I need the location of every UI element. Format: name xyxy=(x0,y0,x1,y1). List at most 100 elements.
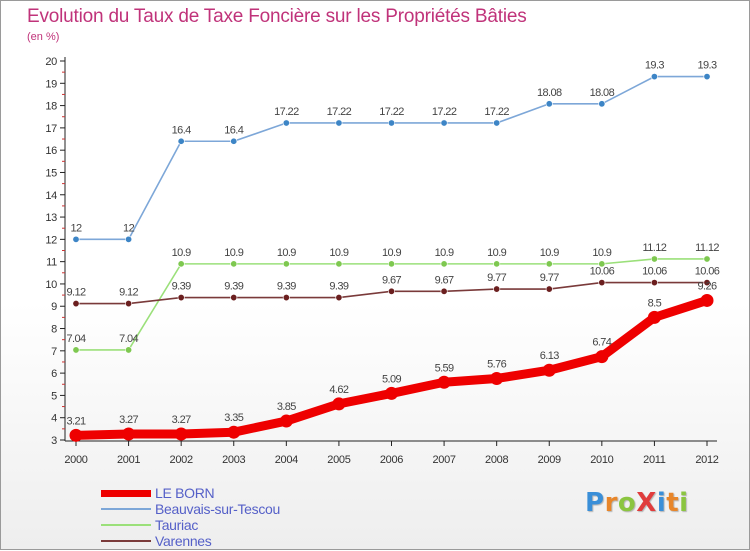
series-point xyxy=(387,119,395,127)
series-point xyxy=(125,235,133,243)
data-label: 10.9 xyxy=(487,247,506,259)
data-label: 10.9 xyxy=(435,247,454,259)
y-tick-label: 17 xyxy=(45,123,57,135)
x-tick-label: 2007 xyxy=(432,454,455,466)
logo-letter: X xyxy=(636,488,657,518)
series-point xyxy=(703,279,711,287)
series-point xyxy=(230,137,238,145)
series-point xyxy=(598,100,606,108)
logo-letter: o xyxy=(617,488,637,518)
x-tick-label: 2003 xyxy=(222,454,245,466)
series-point xyxy=(387,260,395,268)
data-label: 17.22 xyxy=(432,106,457,118)
data-label: 10.06 xyxy=(695,266,720,278)
data-label: 19.3 xyxy=(697,60,716,72)
x-tick-label: 2008 xyxy=(485,454,508,466)
x-tick-label: 2012 xyxy=(695,454,718,466)
data-label: 17.22 xyxy=(379,106,404,118)
legend-swatch xyxy=(101,508,151,510)
series-point xyxy=(335,119,343,127)
data-label: 11.12 xyxy=(695,242,719,254)
series-point xyxy=(647,310,661,324)
series-point xyxy=(72,346,80,354)
series-point xyxy=(72,300,80,308)
y-tick-label: 8 xyxy=(51,324,57,336)
series-point xyxy=(545,100,553,108)
data-label: 7.04 xyxy=(119,333,138,345)
data-label: 18.08 xyxy=(590,87,615,99)
data-label: 5.76 xyxy=(487,358,506,370)
chart-title: Evolution du Taux de Taxe Foncière sur l… xyxy=(27,6,527,27)
x-tick-label: 2011 xyxy=(643,454,666,466)
data-label: 9.12 xyxy=(66,287,85,299)
data-label: 12 xyxy=(70,222,82,234)
series-point xyxy=(174,427,188,441)
y-tick-label: 11 xyxy=(46,257,57,269)
proxiti-logo: ProXiti xyxy=(585,488,689,518)
data-label: 12 xyxy=(123,222,135,234)
legend-swatch xyxy=(101,489,151,497)
series-point xyxy=(177,260,185,268)
series-point xyxy=(335,294,343,302)
data-label: 10.9 xyxy=(382,247,401,259)
series-point xyxy=(490,371,504,385)
data-label: 3.27 xyxy=(119,414,138,426)
axes: 3 4 5 6 7 8 9 10 11 12 13 14 15 16 17 18 19 20 2000 2001 200… xyxy=(45,56,719,466)
series-point xyxy=(440,287,448,295)
y-tick-label: 19 xyxy=(45,78,57,90)
y-tick-label: 14 xyxy=(45,190,57,202)
series-point xyxy=(493,285,501,293)
legend-label: Tauriac xyxy=(155,517,199,533)
series-point xyxy=(700,293,714,307)
data-label: 18.08 xyxy=(537,87,562,99)
legend-swatch xyxy=(101,540,151,542)
series-point xyxy=(650,73,658,81)
series-point xyxy=(440,119,448,127)
series-point xyxy=(598,279,606,287)
series-point xyxy=(598,260,606,268)
x-tick-label: 2000 xyxy=(64,454,87,466)
series-line xyxy=(71,295,712,440)
y-tick-label: 7 xyxy=(51,346,57,358)
data-label: 4.62 xyxy=(329,384,348,396)
y-tick-label: 13 xyxy=(45,212,57,224)
data-label: 10.06 xyxy=(642,266,667,278)
data-label: 10.9 xyxy=(540,247,559,259)
data-label: 9.39 xyxy=(329,281,348,293)
data-label: 3.35 xyxy=(224,412,243,424)
data-label: 9.67 xyxy=(435,274,454,286)
data-label: 3.85 xyxy=(277,401,296,413)
y-tick-label: 20 xyxy=(45,56,57,68)
data-label: 9.39 xyxy=(172,281,191,293)
logo-letter: r xyxy=(604,488,618,518)
data-label: 3.27 xyxy=(172,414,191,426)
y-tick-label: 16 xyxy=(45,145,57,157)
x-tick-label: 2009 xyxy=(538,454,561,466)
data-label: 19.3 xyxy=(645,60,664,72)
legend-label: Beauvais-sur-Tescou xyxy=(155,501,281,517)
series-point xyxy=(650,255,658,263)
data-label: 9.67 xyxy=(382,274,401,286)
series-point xyxy=(282,119,290,127)
data-label: 10.9 xyxy=(224,247,243,259)
legend-label: Varennes xyxy=(155,533,212,549)
series-point xyxy=(703,73,711,81)
data-label: 11.12 xyxy=(643,242,667,254)
y-tick-label: 9 xyxy=(51,301,57,313)
data-label: 17.22 xyxy=(484,106,509,118)
x-tick-label: 2010 xyxy=(590,454,613,466)
series-point xyxy=(545,260,553,268)
logo-letter: P xyxy=(585,488,605,518)
series-point xyxy=(493,260,501,268)
data-label: 9.39 xyxy=(224,281,243,293)
legend-label: LE BORN xyxy=(155,485,215,501)
legend-swatch xyxy=(101,524,151,526)
x-tick-label: 2006 xyxy=(380,454,403,466)
series-point xyxy=(542,363,556,377)
data-label: 17.22 xyxy=(274,106,299,118)
y-tick-label: 6 xyxy=(51,368,57,380)
y-tick-label: 10 xyxy=(45,279,57,291)
data-label: 9.39 xyxy=(277,281,296,293)
